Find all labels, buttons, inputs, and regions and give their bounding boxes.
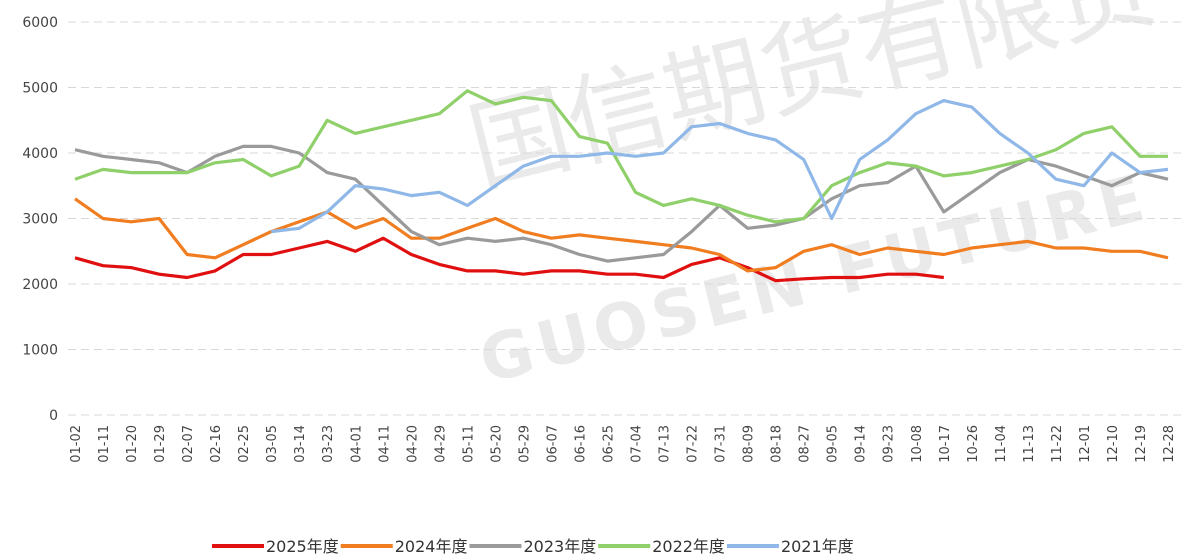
x-tick-label: 10-17	[938, 425, 953, 463]
legend-label: 2024年度	[395, 537, 468, 556]
series-line	[74, 89, 1168, 224]
x-tick-label: 05-29	[517, 425, 532, 463]
series-line	[74, 144, 1169, 263]
y-tick-label: 5000	[22, 81, 58, 97]
y-tick-label: 4000	[22, 146, 58, 162]
x-tick-label: 01-29	[153, 425, 168, 463]
x-tick-label: 03-14	[293, 425, 308, 463]
legend-label: 2023年度	[523, 537, 596, 556]
x-tick-label: 07-04	[630, 425, 645, 463]
x-tick-label: 11-13	[1022, 425, 1037, 463]
x-tick-label: 08-18	[770, 425, 785, 463]
x-tick-label: 08-09	[742, 425, 757, 463]
x-tick-label: 02-16	[209, 425, 224, 463]
x-tick-label: 01-20	[125, 425, 140, 463]
x-tick-label: 12-19	[1134, 425, 1149, 463]
y-tick-label: 1000	[22, 343, 58, 359]
x-tick-label: 02-07	[181, 425, 196, 463]
x-tick-label: 10-26	[966, 425, 981, 463]
x-tick-label: 09-14	[854, 425, 869, 463]
x-tick-label: 12-10	[1106, 425, 1121, 463]
x-tick-label: 03-05	[265, 425, 280, 463]
legend-label: 2022年度	[652, 537, 725, 556]
x-tick-label: 01-11	[97, 425, 112, 463]
series-line	[271, 99, 1169, 234]
y-tick-label: 2000	[22, 277, 58, 293]
x-tick-label: 11-22	[1050, 425, 1065, 463]
x-tick-label: 05-11	[461, 425, 476, 463]
x-tick-label: 06-25	[601, 425, 616, 463]
x-tick-label: 12-01	[1078, 425, 1093, 463]
y-tick-label: 0	[49, 408, 58, 424]
x-tick-label: 03-23	[321, 425, 336, 463]
y-tick-label: 6000	[22, 15, 58, 31]
y-tick-label: 3000	[22, 212, 58, 228]
legend-label: 2025年度	[266, 537, 339, 556]
x-tick-label: 05-20	[489, 425, 504, 463]
x-tick-label: 04-29	[433, 425, 448, 463]
x-tick-label: 09-05	[826, 425, 841, 463]
series-line	[74, 197, 1169, 273]
x-tick-label: 09-23	[882, 425, 897, 463]
x-tick-label: 08-27	[798, 425, 813, 463]
x-tick-label: 04-01	[349, 425, 364, 463]
x-tick-label: 02-25	[237, 425, 252, 463]
x-tick-label: 04-11	[377, 425, 392, 463]
x-tick-label: 10-08	[910, 425, 925, 463]
x-tick-label: 07-22	[686, 425, 701, 463]
x-tick-label: 07-31	[714, 425, 729, 463]
x-tick-label: 07-13	[658, 425, 673, 463]
x-tick-label: 06-16	[573, 425, 588, 463]
x-tick-label: 04-20	[405, 425, 420, 463]
x-tick-label: 06-07	[545, 425, 560, 463]
legend-label: 2021年度	[781, 537, 854, 556]
series-line	[74, 236, 944, 283]
x-tick-label: 01-02	[69, 425, 84, 463]
x-tick-label: 12-28	[1162, 425, 1177, 463]
x-tick-label: 11-04	[994, 425, 1009, 463]
